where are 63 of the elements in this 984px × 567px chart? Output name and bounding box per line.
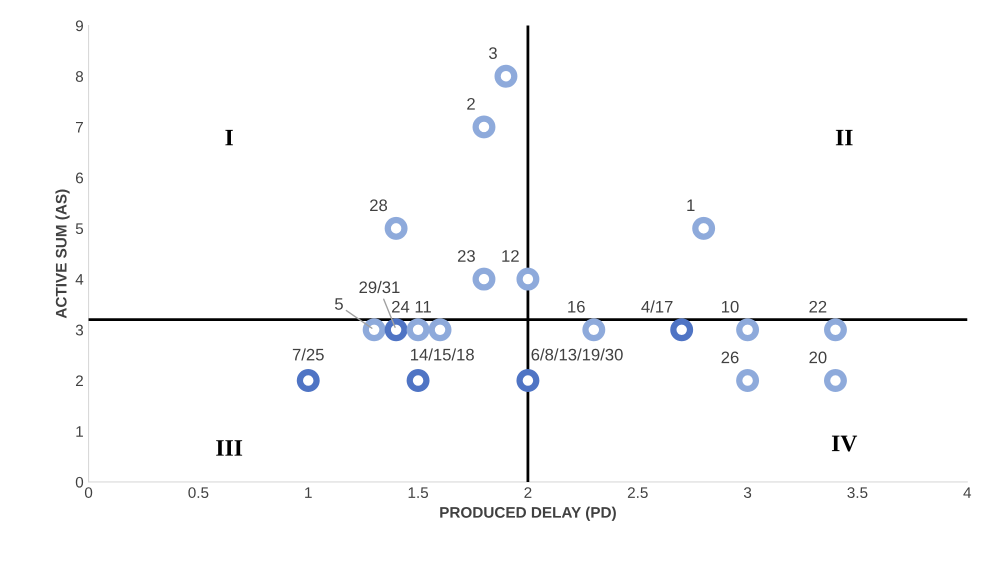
- x-tick-label: 3: [744, 487, 752, 498]
- annotation: 29/31: [359, 280, 400, 294]
- x-tick-label: 1: [305, 487, 312, 498]
- y-tick-label: 1: [76, 426, 83, 437]
- y-tick-label: 8: [76, 71, 84, 82]
- y-tick-label: 6: [76, 172, 84, 184]
- y-tick-label: 3: [76, 324, 84, 336]
- x-axis-title: PRODUCED DELAY (PD): [440, 506, 616, 521]
- point: [384, 318, 408, 342]
- point: [362, 318, 386, 342]
- annotation: II: [836, 130, 853, 146]
- y-tick-label: 4: [76, 274, 84, 285]
- point: [516, 268, 540, 291]
- annotation: 5: [334, 298, 343, 310]
- annotation: 16: [568, 300, 585, 313]
- point: [736, 318, 760, 342]
- annotation: I: [225, 130, 233, 146]
- point: [296, 369, 320, 392]
- y-tick-label: 9: [76, 20, 83, 32]
- point: [516, 369, 540, 392]
- point: [472, 268, 496, 291]
- point: [406, 318, 430, 342]
- y-axis-title: ACTIVE SUM (AS): [55, 190, 70, 318]
- point: [494, 64, 518, 88]
- y-tick-label: 0: [76, 476, 84, 488]
- y-tick-label: 5: [76, 223, 84, 234]
- point: [384, 216, 408, 240]
- annotation: 26: [722, 352, 739, 364]
- x-tick-label: 3.5: [847, 487, 868, 498]
- x-tick-label: 1.5: [408, 487, 428, 498]
- annotation: 1: [687, 200, 695, 212]
- annotation: 11: [416, 300, 431, 312]
- annotation: 22: [809, 300, 826, 312]
- x-tick-label: 4: [963, 487, 972, 498]
- annotation: 10: [722, 300, 739, 313]
- point: [824, 369, 847, 392]
- y-tick-label: 7: [76, 122, 83, 132]
- x-tick-label: 0: [84, 487, 92, 498]
- point: [736, 369, 760, 392]
- annotation: 14/15/18: [411, 348, 474, 361]
- annotation: 20: [809, 352, 826, 364]
- point: [692, 216, 716, 240]
- annotation: 2: [467, 98, 475, 110]
- point: [582, 318, 606, 342]
- point: [406, 369, 430, 392]
- point: [670, 318, 694, 342]
- annotation: 4/17: [641, 300, 673, 313]
- annotation: 24: [392, 300, 410, 312]
- point: [472, 115, 496, 138]
- annotation: 3: [488, 47, 497, 60]
- y-tick-label: 2: [76, 375, 83, 386]
- x-tick-label: 2: [524, 487, 532, 498]
- x-tick-label: 2.5: [628, 487, 648, 498]
- annotation: 23: [458, 250, 475, 262]
- annotation: 6/8/13/19/30: [532, 348, 623, 361]
- annotation: 12: [502, 250, 519, 262]
- point: [824, 318, 847, 342]
- x-tick-label: 0.5: [188, 487, 208, 498]
- point: [428, 318, 452, 342]
- annotation: 7/25: [292, 348, 324, 361]
- annotation: 28: [370, 199, 388, 212]
- annotation: IV: [832, 436, 858, 452]
- annotation: III: [216, 440, 242, 456]
